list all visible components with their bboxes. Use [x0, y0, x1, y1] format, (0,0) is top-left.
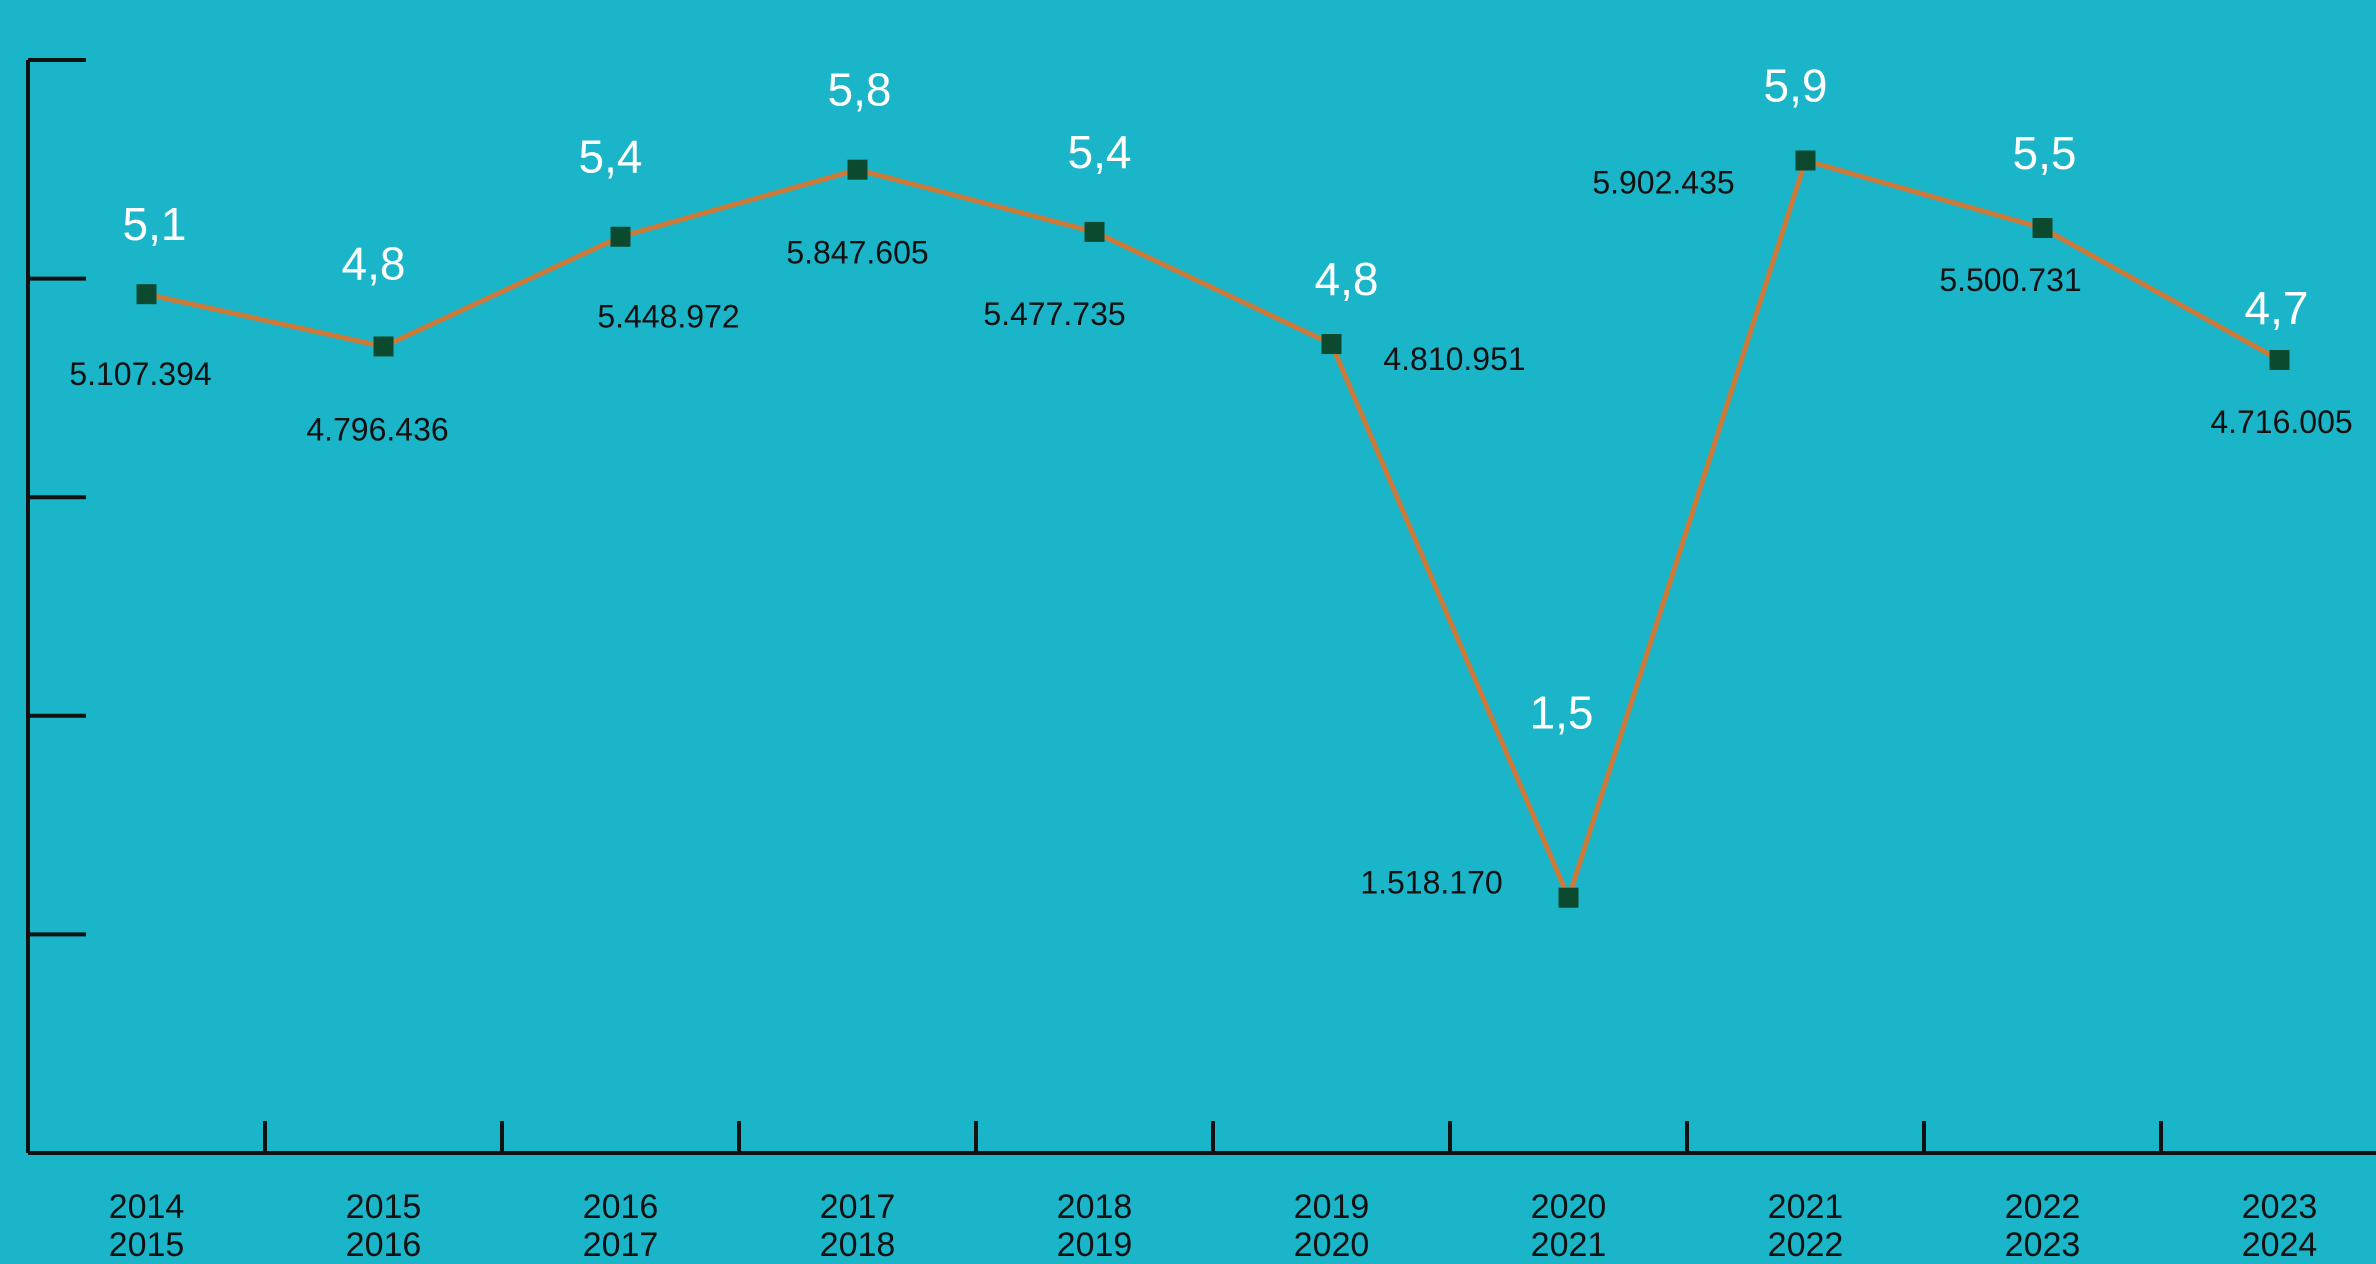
data-point-marker	[136, 284, 157, 305]
data-point-marker	[2032, 218, 2053, 239]
x-tick-label: 2018 2019	[1057, 1188, 1133, 1264]
x-tick-label-line-2: 2022	[1768, 1226, 1844, 1264]
data-label-value: 5.477.735	[983, 296, 1125, 332]
x-tick-label-line-1: 2022	[2005, 1188, 2081, 1226]
data-label-short: 5,4	[579, 131, 643, 183]
x-tick-label-line-2: 2017	[583, 1226, 659, 1264]
data-label-value: 4.716.005	[2210, 404, 2352, 440]
x-tick-label: 2017 2018	[820, 1188, 896, 1264]
x-tick-label: 2014 2015	[109, 1188, 185, 1264]
x-tick-label: 2020 2021	[1531, 1188, 1607, 1264]
x-tick-label-line-2: 2024	[2242, 1226, 2318, 1264]
x-tick-label-line-1: 2019	[1294, 1188, 1370, 1226]
data-label-short: 4,7	[2245, 282, 2309, 334]
x-tick-label-line-2: 2021	[1531, 1226, 1607, 1264]
x-tick-label-line-2: 2020	[1294, 1226, 1370, 1264]
x-tick-label-line-2: 2015	[109, 1226, 185, 1264]
data-label-short: 5,9	[1764, 59, 1828, 111]
data-label-short: 5,1	[123, 198, 187, 250]
data-label-short: 5,4	[1068, 126, 1132, 178]
data-labels-layer: 5,1 5.107.394 4,8 4.796.436 5,4 5.448.972 5,8 5…	[69, 59, 2352, 900]
x-tick-label: 2022 2023	[2005, 1188, 2081, 1264]
data-label-short: 4,8	[342, 237, 406, 289]
data-label-value: 5.500.731	[1939, 262, 2081, 298]
data-point-marker	[373, 336, 394, 357]
x-tick-label-line-1: 2020	[1531, 1188, 1607, 1226]
data-label-value: 5.107.394	[69, 356, 211, 392]
series-line	[145, 157, 2281, 901]
markers-layer	[136, 150, 2290, 908]
data-label-short: 5,5	[2013, 127, 2077, 179]
axes	[26, 58, 2376, 1155]
data-label-value: 1.518.170	[1360, 865, 1502, 901]
data-point-marker	[1558, 887, 1579, 908]
x-tick-label-line-2: 2018	[820, 1226, 896, 1264]
series-line-layer	[145, 157, 2281, 901]
data-label-short: 1,5	[1530, 687, 1594, 739]
data-point-marker	[1321, 334, 1342, 355]
data-point-marker	[847, 159, 868, 180]
x-tick-label: 2019 2020	[1294, 1188, 1370, 1264]
x-tick-label-line-1: 2015	[346, 1188, 422, 1226]
x-tick-label-line-2: 2016	[346, 1226, 422, 1264]
data-label-short: 5,8	[828, 64, 892, 116]
x-tick-label: 2016 2017	[583, 1188, 659, 1264]
x-tick-label: 2023 2024	[2242, 1188, 2318, 1264]
data-label-value: 5.448.972	[597, 299, 739, 335]
data-label-short: 4,8	[1315, 253, 1379, 305]
data-point-marker	[1084, 221, 1105, 242]
data-label-value: 4.810.951	[1383, 341, 1525, 377]
data-point-marker	[1795, 150, 1816, 171]
x-tick-label-line-2: 2019	[1057, 1226, 1133, 1264]
x-tick-label-line-1: 2016	[583, 1188, 659, 1226]
data-point-marker	[2269, 349, 2290, 370]
x-tick-label: 2015 2016	[346, 1188, 422, 1264]
x-tick-label-line-1: 2018	[1057, 1188, 1133, 1226]
x-tick-label: 2021 2022	[1768, 1188, 1844, 1264]
data-label-value: 5.902.435	[1592, 164, 1734, 200]
data-label-value: 5.847.605	[786, 235, 928, 271]
x-tick-label-line-1: 2023	[2242, 1188, 2318, 1226]
x-tick-label-line-1: 2021	[1768, 1188, 1844, 1226]
x-tick-label-line-1: 2017	[820, 1188, 896, 1226]
x-tick-label-line-2: 2023	[2005, 1226, 2081, 1264]
x-tick-label-line-1: 2014	[109, 1188, 185, 1226]
data-point-marker	[610, 226, 631, 247]
data-label-value: 4.796.436	[306, 411, 448, 447]
